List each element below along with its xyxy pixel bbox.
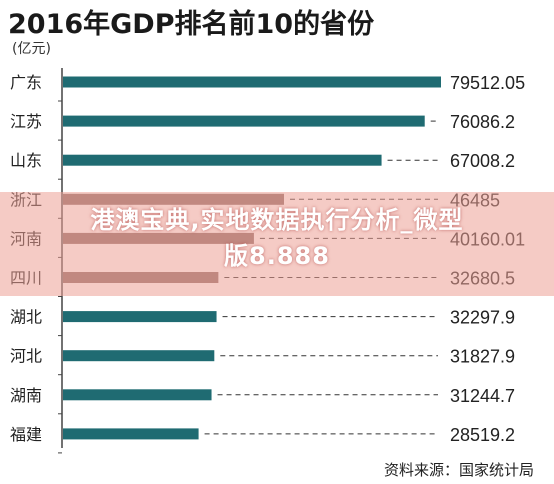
bar bbox=[63, 428, 199, 440]
value-label: 31244.7 bbox=[450, 386, 515, 406]
bar bbox=[63, 115, 425, 127]
bar bbox=[63, 350, 215, 362]
bar bbox=[63, 76, 441, 88]
bar bbox=[63, 389, 212, 401]
value-label: 67008.2 bbox=[450, 151, 515, 171]
value-label: 32297.9 bbox=[450, 308, 515, 328]
category-label: 广东 bbox=[10, 73, 42, 92]
bar bbox=[63, 311, 217, 323]
category-label: 江苏 bbox=[10, 112, 42, 131]
bar bbox=[63, 154, 382, 166]
category-label: 山东 bbox=[10, 151, 42, 170]
watermark-text: 港澳宝典,实地数据执行分析_微型 版8.888 bbox=[0, 202, 554, 274]
unit-label: (亿元) bbox=[12, 41, 51, 57]
category-label: 湖南 bbox=[10, 386, 42, 405]
chart-title: 2016年GDP排名前10的省份 bbox=[8, 9, 375, 40]
category-label: 福建 bbox=[10, 425, 42, 444]
watermark-line-2: 版8.888 bbox=[224, 242, 330, 270]
value-label: 28519.2 bbox=[450, 425, 515, 445]
value-label: 79512.05 bbox=[450, 73, 525, 93]
category-label: 湖北 bbox=[10, 308, 42, 327]
value-label: 31827.9 bbox=[450, 347, 515, 367]
watermark-line-1: 港澳宝典,实地数据执行分析_微型 bbox=[90, 206, 464, 234]
category-label: 河北 bbox=[10, 347, 42, 366]
source-note: 资料来源：国家统计局 bbox=[383, 461, 534, 479]
watermark-band bbox=[0, 192, 554, 296]
value-label: 76086.2 bbox=[450, 112, 515, 132]
